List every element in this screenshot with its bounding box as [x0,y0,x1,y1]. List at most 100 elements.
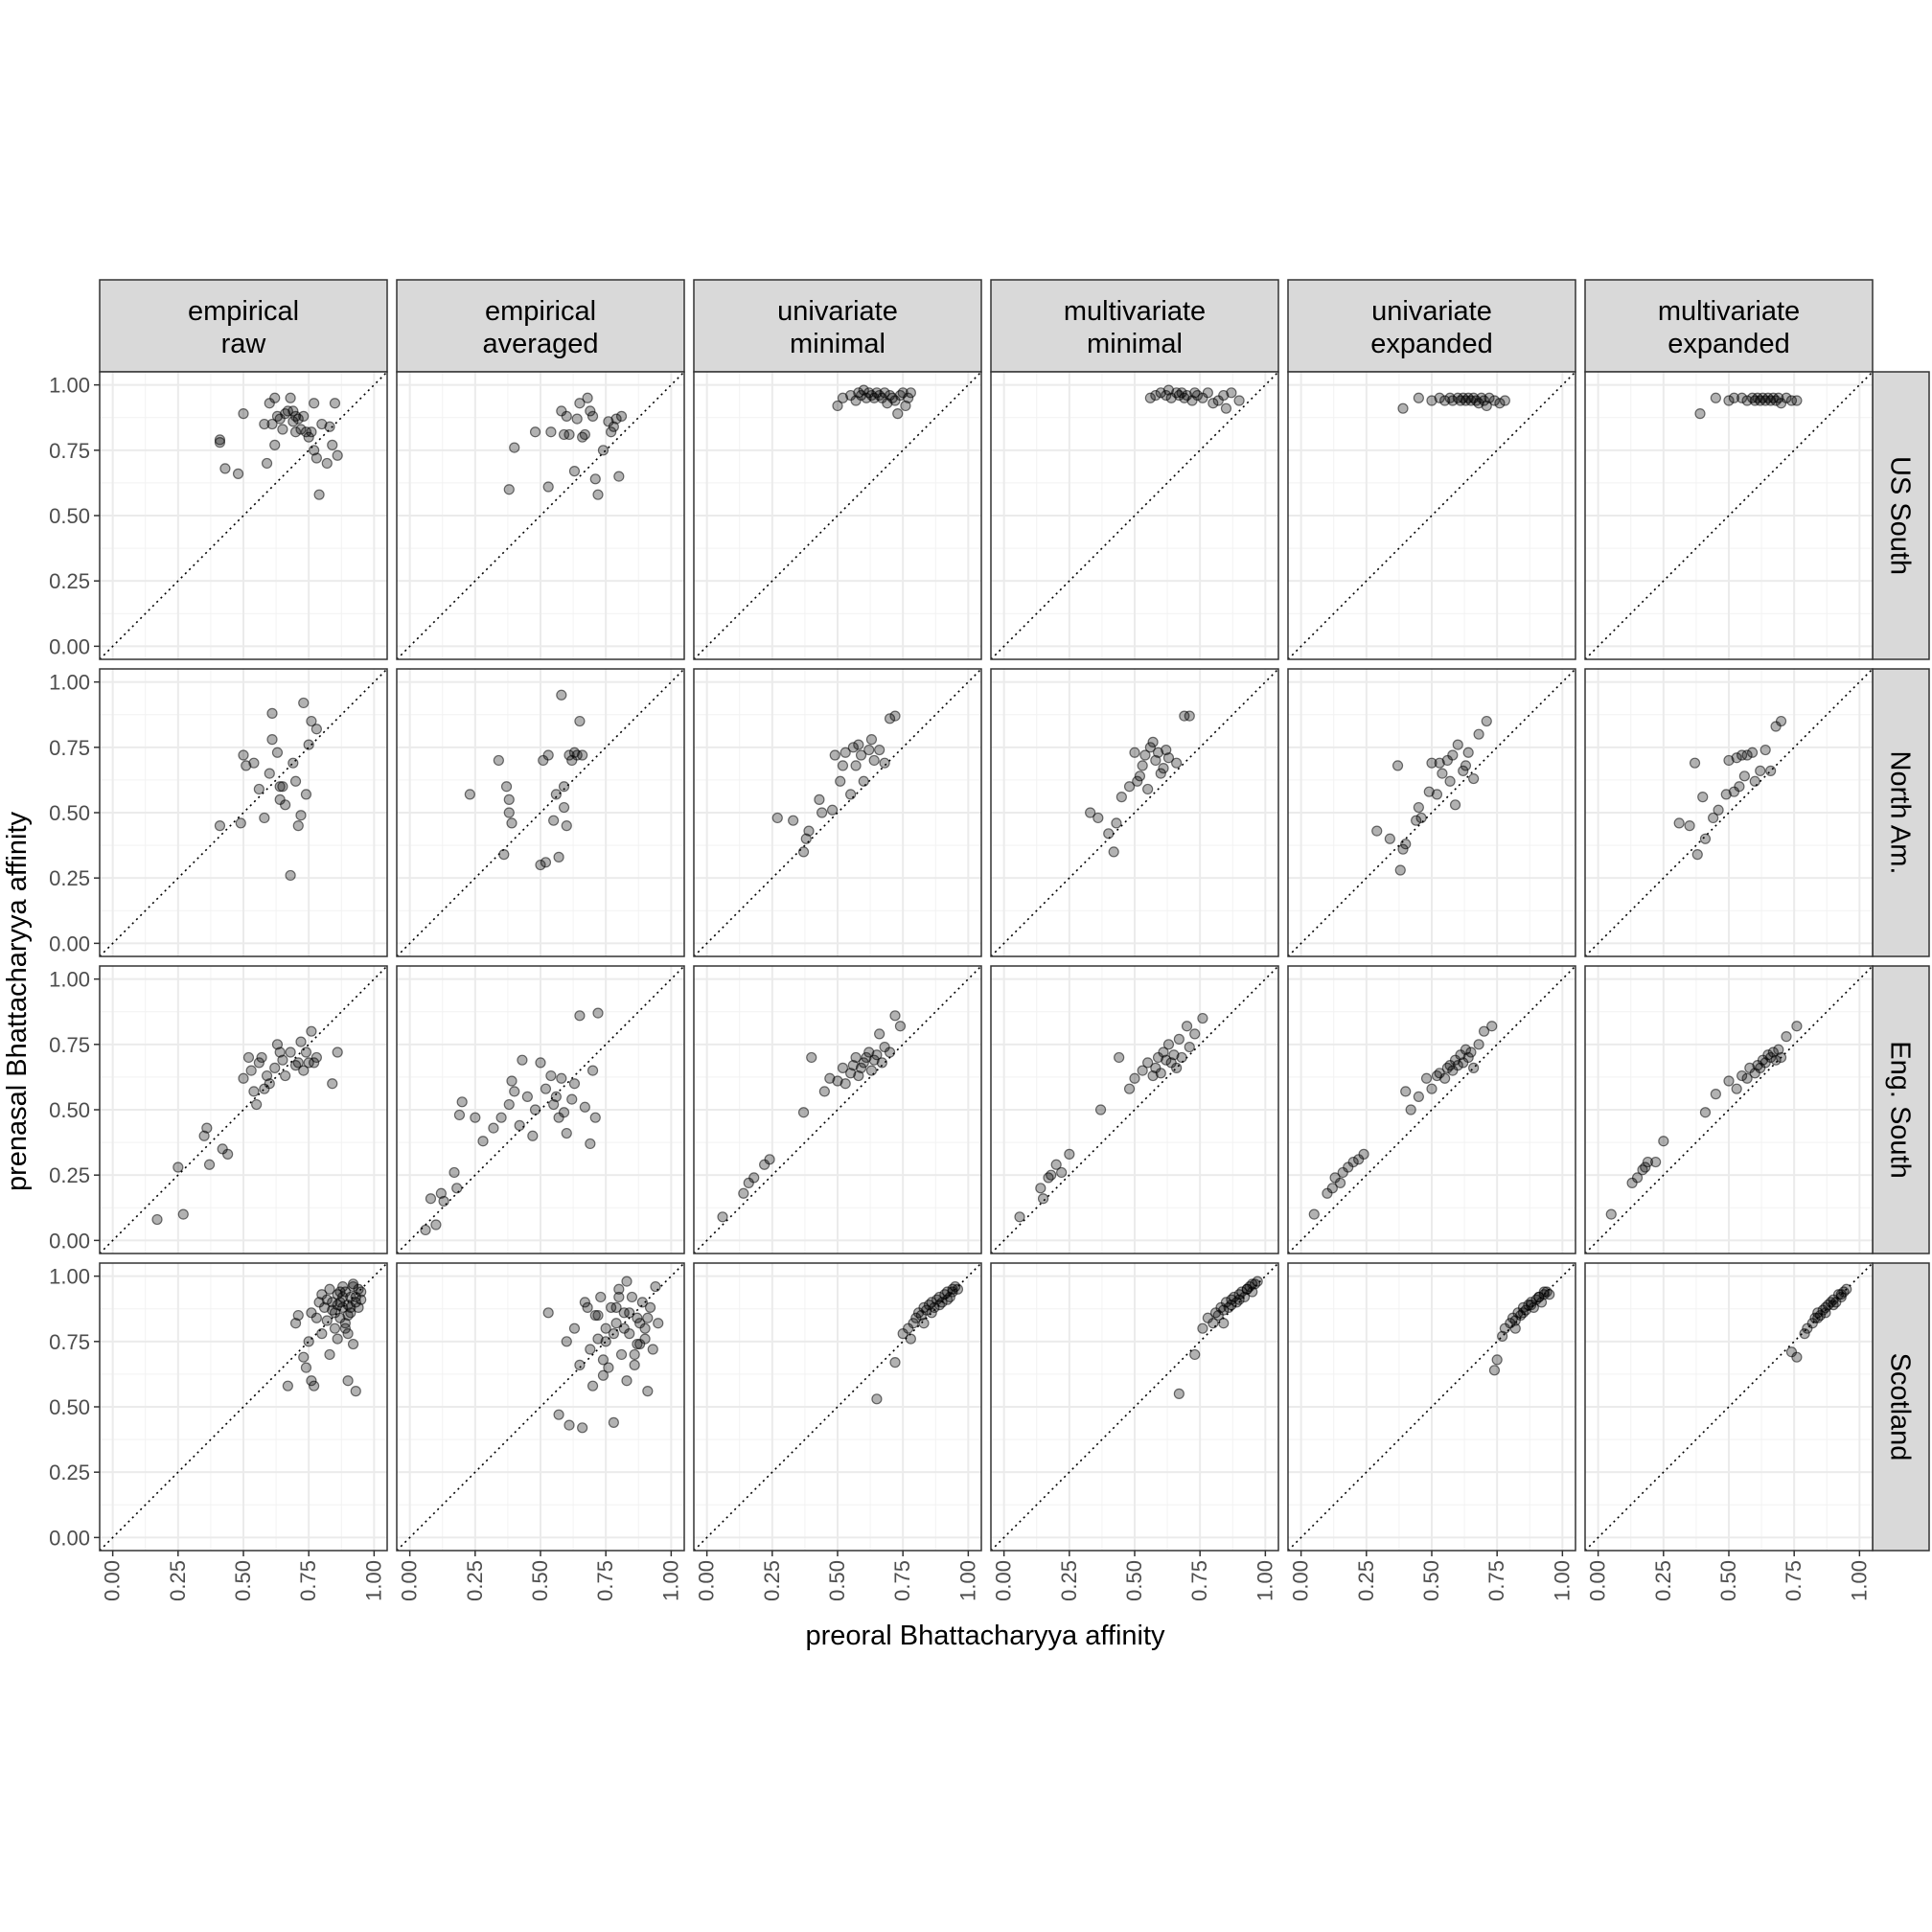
data-point [1426,395,1438,406]
data-point [1155,1068,1166,1079]
data-point [1413,801,1424,814]
data-point [253,1057,264,1069]
data-point [1437,768,1448,779]
data-point [488,1122,499,1134]
data-point [334,1286,346,1298]
data-point [608,1416,619,1428]
data-point [500,781,513,793]
y-tick-label: 0.50 [49,1395,90,1419]
data-point [1741,749,1753,761]
data-point [855,389,867,402]
data-point [837,392,849,403]
data-point [1094,1104,1107,1116]
data-point [1775,715,1787,727]
data-point [269,1062,281,1073]
data-point [1439,1072,1451,1084]
data-point [280,1070,291,1082]
data-point [600,1336,611,1347]
data-point [264,768,275,779]
data-point [347,1278,359,1290]
data-point [1658,1136,1669,1147]
data-point [1064,1148,1075,1160]
data-point [1749,775,1760,787]
data-point [285,869,296,882]
data-point [855,1062,867,1073]
data-point [266,734,278,746]
data-point [316,418,328,430]
data-point [548,815,560,826]
data-point [321,457,333,470]
data-point [151,1213,163,1226]
data-point [503,484,515,495]
data-point [561,820,572,832]
data-point [1478,1025,1490,1037]
x-tick-label: 0.00 [101,1560,125,1601]
data-point [585,1344,596,1355]
data-point [861,1051,872,1064]
column-strip-label: univariate [777,296,898,327]
panel [396,1262,685,1552]
data-point [285,392,296,403]
data-point [884,713,896,724]
data-point [310,1051,322,1064]
data-point [613,1291,625,1303]
data-point [295,810,307,821]
data-point [1640,1162,1651,1173]
data-point [553,1409,564,1420]
data-point [1460,1044,1472,1055]
data-point [1770,1054,1782,1066]
data-point [321,1294,333,1305]
data-point [632,1312,643,1323]
data-point [933,1291,945,1303]
data-point [589,473,601,485]
data-point [527,1130,539,1141]
row-strip: North Am. [1872,668,1930,957]
data-point [306,426,317,438]
data-point [435,1187,447,1199]
data-point [1226,387,1237,399]
data-point [579,1297,590,1308]
data-point [894,1021,907,1032]
data-point [1208,398,1219,409]
row-strip-background [1872,668,1930,957]
data-point [1497,1330,1508,1342]
panel [1287,371,1576,660]
data-point [832,1075,843,1087]
data-point [1738,770,1750,782]
panel-border [1584,965,1874,1254]
data-point [629,1359,640,1370]
data-point [586,410,599,422]
data-point [574,715,586,727]
data-point [1781,1031,1792,1043]
data-point [800,833,812,844]
column-strip-label: univariate [1371,296,1492,327]
data-point [540,857,552,868]
panel [693,1262,982,1552]
data-point [1734,781,1745,793]
data-point [498,849,510,861]
data-point [632,1338,643,1350]
data-point [642,1386,654,1397]
data-point [1171,1062,1183,1073]
data-point [337,1291,349,1303]
panel [99,1262,388,1552]
data-point [339,1322,351,1334]
column-strip-label: raw [221,329,267,359]
data-point [477,1136,489,1147]
data-point [332,1046,343,1058]
data-point [558,781,570,793]
data-point [214,437,226,448]
data-point [889,710,901,722]
panel-border [1584,371,1874,660]
data-point [837,760,849,771]
data-point [1741,395,1753,406]
data-point [1035,1183,1046,1194]
data-point [1689,757,1701,769]
data-point [1247,1286,1258,1298]
data-point [1426,757,1438,769]
data-point [310,724,322,735]
data-point [868,754,880,767]
data-point [350,1291,361,1303]
data-point [235,817,246,829]
